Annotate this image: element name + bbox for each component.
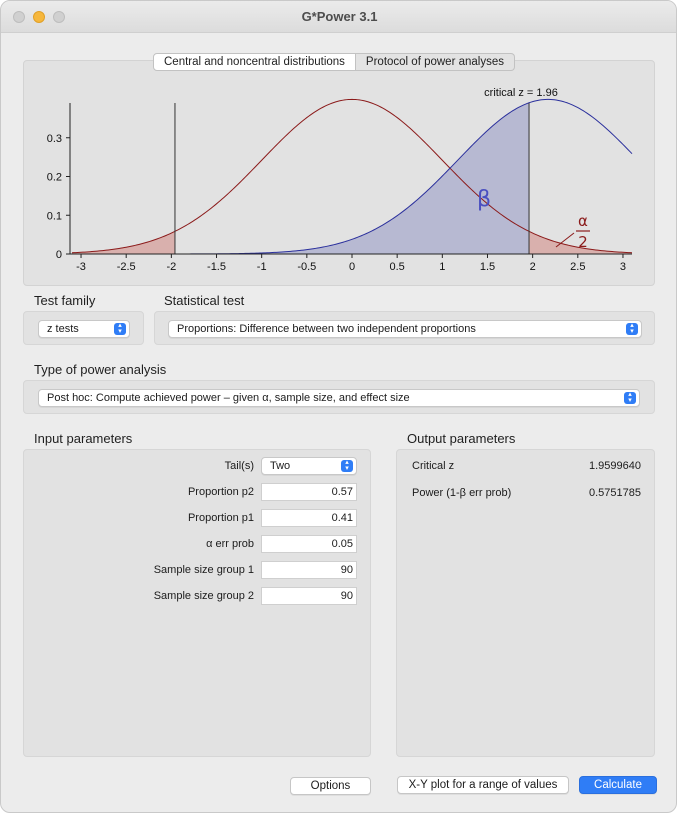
y-tick-label: 0.1 [47,210,62,222]
y-tick-label: 0.2 [47,172,62,184]
x-tick-label: 2.5 [570,261,585,273]
chevron-updown-icon: ▴ ▾ [114,322,126,335]
x-tick-label: 0 [349,261,355,273]
alpha-right-region [529,231,632,254]
title-bar: G*Power 3.1 [1,1,676,33]
test-family-value: z tests [47,323,79,335]
test-family-box: z tests ▴ ▾ [23,311,144,345]
alpha-left-region [72,231,175,254]
x-tick-label: -3 [76,261,86,273]
alpha-pointer-line [555,232,575,248]
null-distribution-curve [71,98,633,254]
proportion-p1-label: Proportion p1 [187,512,254,524]
input-parameters-label: Input parameters [34,431,133,446]
power-analysis-label: Type of power analysis [34,362,167,377]
alpha-numerator: α [578,212,588,230]
output-parameters-label: Output parameters [407,431,516,446]
alpha-err-prob-label: α err prob [206,538,254,550]
test-family-label: Test family [34,293,96,308]
chevron-updown-icon: ▴ ▾ [624,391,636,404]
minimize-window-button[interactable] [33,11,45,23]
alternative-distribution-curve [71,98,633,255]
x-tick-label: -1 [257,261,267,273]
sample-size-group2-input[interactable]: 90 [261,587,357,605]
y-tick-label: 0 [56,249,62,261]
x-tick-label: 2 [530,261,536,273]
test-family-select[interactable]: z tests ▴ ▾ [38,320,130,338]
proportion-p2-input[interactable]: 0.57 [261,483,357,501]
input-parameters-box: Tail(s) Two ▴ ▾ Proportion p2 0.57 Propor… [23,449,371,757]
tab-distributions[interactable]: Central and noncentral distributions [153,53,356,71]
statistical-test-label: Statistical test [164,293,245,308]
distribution-chart: -3 -2.5 -2 -1.5 -1 -0.5 0 0.5 1 1.5 2 2.5 3 0 0.1 0.2 0.… [47,87,633,273]
chevron-updown-icon: ▴ ▾ [626,322,638,335]
y-tick-label: 0.3 [47,133,62,145]
sample-size-group2-label: Sample size group 2 [153,590,254,602]
x-tick-label: -2 [166,261,176,273]
close-window-button[interactable] [13,11,25,23]
power-output-value: 0.5751785 [589,487,641,499]
power-analysis-select[interactable]: Post hoc: Compute achieved power – given… [38,389,640,407]
tab-protocol[interactable]: Protocol of power analyses [355,53,515,71]
view-tabs: Central and noncentral distributions Pro… [153,53,515,71]
critical-z-label: critical z = 1.96 [484,87,558,99]
x-tick-label: 3 [620,261,626,273]
power-analysis-box: Post hoc: Compute achieved power – given… [23,380,655,414]
window-title: G*Power 3.1 [301,9,378,24]
x-tick-label: -0.5 [297,261,316,273]
alpha-err-prob-input[interactable]: 0.05 [261,535,357,553]
x-tick-label: 0.5 [390,261,405,273]
calculate-button[interactable]: Calculate [579,776,657,794]
power-analysis-value: Post hoc: Compute achieved power – given… [47,392,410,404]
tails-label: Tail(s) [224,460,254,472]
proportion-p1-input[interactable]: 0.41 [261,509,357,527]
x-tick-label: 1.5 [480,261,495,273]
tails-select[interactable]: Two ▴ ▾ [261,457,357,475]
power-output-label: Power (1-β err prob) [412,487,512,499]
proportion-p2-label: Proportion p2 [187,486,254,498]
chevron-updown-icon: ▴ ▾ [341,459,353,472]
distribution-graph-panel: -3 -2.5 -2 -1.5 -1 -0.5 0 0.5 1 1.5 2 2.5 3 0 0.1 0.2 0.… [23,60,655,286]
critical-z-output-value: 1.9599640 [589,460,641,472]
alpha-denominator: 2 [578,233,588,251]
sample-size-group1-input[interactable]: 90 [261,561,357,579]
statistical-test-select[interactable]: Proportions: Difference between two inde… [168,320,642,338]
tails-value: Two [270,460,291,472]
statistical-test-box: Proportions: Difference between two inde… [154,311,655,345]
x-tick-label: -1.5 [207,261,226,273]
statistical-test-value: Proportions: Difference between two inde… [177,323,476,335]
xy-plot-button[interactable]: X-Y plot for a range of values [397,776,569,794]
x-tick-label: 1 [439,261,445,273]
x-tick-label: -2.5 [117,261,136,273]
beta-region [72,102,530,254]
output-parameters-box: Critical z 1.9599640 Power (1-β err prob… [396,449,655,757]
beta-symbol: β [477,187,491,212]
sample-size-group1-label: Sample size group 1 [153,564,254,576]
critical-z-output-label: Critical z [412,460,455,472]
options-button[interactable]: Options [290,777,371,795]
zoom-window-button[interactable] [53,11,65,23]
